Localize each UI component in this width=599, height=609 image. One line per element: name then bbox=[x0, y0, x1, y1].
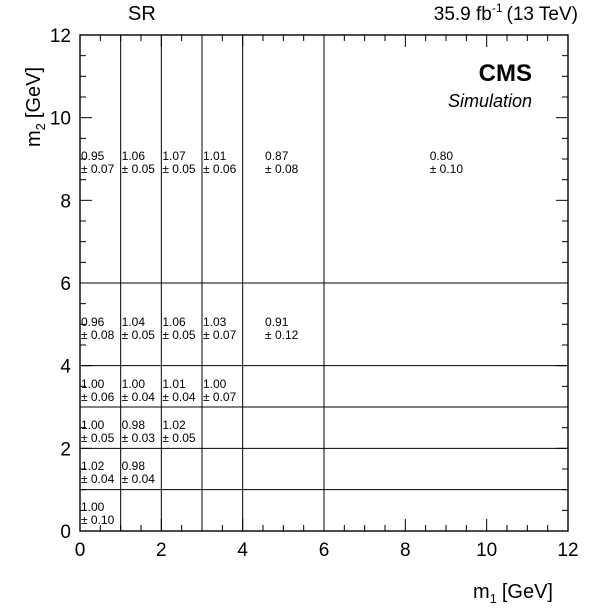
axis-tick-labels: 0 2 4 6 8 10 12 0 2 4 6 8 10 12 bbox=[50, 26, 579, 561]
cell-label: 1.01± 0.06 bbox=[203, 149, 237, 176]
y-tick-label: 4 bbox=[60, 357, 71, 378]
cell-value: 1.01 bbox=[203, 149, 227, 163]
y-tick-label: 12 bbox=[50, 26, 71, 47]
cell-error: ± 0.10 bbox=[81, 513, 115, 527]
cell-label: 0.98± 0.03 bbox=[122, 418, 156, 445]
simulation-label: Simulation bbox=[448, 91, 532, 111]
cell-label: 0.96± 0.08 bbox=[81, 315, 115, 342]
cell-value: 1.00 bbox=[81, 500, 105, 514]
y-tick-label: 0 bbox=[60, 522, 71, 543]
x-axis-title: m1 [GeV] bbox=[473, 581, 553, 606]
x-tick-label: 6 bbox=[319, 540, 330, 561]
cell-label: 1.06± 0.05 bbox=[122, 149, 156, 176]
cell-value: 1.06 bbox=[122, 149, 146, 163]
cell-value: 1.06 bbox=[162, 315, 186, 329]
x-tick-label: 2 bbox=[156, 540, 167, 561]
y-axis-title: m2 [GeV] bbox=[23, 67, 48, 147]
cell-value: 1.02 bbox=[81, 459, 105, 473]
cell-error: ± 0.10 bbox=[430, 162, 464, 176]
cell-labels: 1.00± 0.101.02± 0.040.98± 0.041.00± 0.05… bbox=[81, 149, 463, 527]
x-axis-symbol: m bbox=[473, 581, 490, 603]
cell-value: 1.00 bbox=[81, 418, 105, 432]
cell-error: ± 0.05 bbox=[162, 328, 196, 342]
cell-error: ± 0.04 bbox=[122, 390, 156, 404]
cell-value: 1.02 bbox=[162, 418, 186, 432]
cell-label: 1.00± 0.10 bbox=[81, 500, 115, 527]
y-tick-label: 6 bbox=[60, 274, 71, 295]
x-tick-label: 8 bbox=[400, 540, 411, 561]
cell-value: 1.03 bbox=[203, 315, 227, 329]
cell-label: 0.98± 0.04 bbox=[122, 459, 156, 486]
x-tick-label: 4 bbox=[237, 540, 248, 561]
luminosity-label: 35.9 fb-1 (13 TeV) bbox=[434, 1, 578, 25]
y-tick-label: 2 bbox=[60, 439, 71, 460]
cell-label: 1.06± 0.05 bbox=[162, 315, 196, 342]
cell-value: 1.07 bbox=[162, 149, 186, 163]
cell-error: ± 0.04 bbox=[81, 472, 115, 486]
cell-label: 1.03± 0.07 bbox=[203, 315, 237, 342]
cell-error: ± 0.06 bbox=[81, 390, 115, 404]
bin-boundaries bbox=[80, 35, 568, 531]
x-axis-subscript: 1 bbox=[490, 591, 497, 606]
cell-error: ± 0.05 bbox=[122, 162, 156, 176]
y-axis-subscript: 2 bbox=[33, 123, 48, 130]
cell-label: 0.91± 0.12 bbox=[265, 315, 299, 342]
axis-ticks bbox=[79, 34, 569, 532]
cell-label: 1.07± 0.05 bbox=[162, 149, 196, 176]
cell-value: 0.91 bbox=[265, 315, 289, 329]
cell-label: 1.00± 0.05 bbox=[81, 418, 115, 445]
cell-value: 0.95 bbox=[81, 149, 105, 163]
cell-error: ± 0.06 bbox=[203, 162, 237, 176]
cell-value: 1.00 bbox=[203, 377, 227, 391]
cell-error: ± 0.03 bbox=[122, 431, 156, 445]
cell-error: ± 0.08 bbox=[265, 162, 299, 176]
cell-value: 1.00 bbox=[122, 377, 146, 391]
cell-value: 0.98 bbox=[122, 418, 146, 432]
cell-label: 0.80± 0.10 bbox=[430, 149, 464, 176]
cell-error: ± 0.05 bbox=[81, 431, 115, 445]
cell-error: ± 0.12 bbox=[265, 328, 299, 342]
cell-label: 0.87± 0.08 bbox=[265, 149, 299, 176]
cell-value: 0.80 bbox=[430, 149, 454, 163]
x-tick-label: 12 bbox=[557, 540, 578, 561]
energy-label: (13 TeV) bbox=[507, 4, 578, 25]
x-tick-label: 10 bbox=[476, 540, 497, 561]
lumi-value: 35.9 fb bbox=[434, 4, 492, 25]
cell-value: 0.87 bbox=[265, 149, 289, 163]
lumi-exponent: -1 bbox=[492, 1, 503, 15]
cell-label: 1.00± 0.07 bbox=[203, 377, 237, 404]
cell-label: 1.02± 0.04 bbox=[81, 459, 115, 486]
cell-error: ± 0.05 bbox=[122, 328, 156, 342]
y-tick-label: 8 bbox=[60, 191, 71, 212]
experiment-label: CMS bbox=[479, 60, 532, 87]
cell-error: ± 0.07 bbox=[81, 162, 115, 176]
y-axis-symbol: m bbox=[23, 130, 45, 147]
cell-error: ± 0.07 bbox=[203, 390, 237, 404]
cell-label: 1.04± 0.05 bbox=[122, 315, 156, 342]
cell-label: 1.02± 0.05 bbox=[162, 418, 196, 445]
cell-value: 0.98 bbox=[122, 459, 146, 473]
cell-label: 0.95± 0.07 bbox=[81, 149, 115, 176]
cell-value: 1.00 bbox=[81, 377, 105, 391]
cell-error: ± 0.04 bbox=[122, 472, 156, 486]
x-tick-label: 0 bbox=[75, 540, 86, 561]
region-label: SR bbox=[128, 3, 156, 25]
cell-label: 1.00± 0.06 bbox=[81, 377, 115, 404]
cell-value: 1.01 bbox=[162, 377, 186, 391]
cell-error: ± 0.08 bbox=[81, 328, 115, 342]
cell-error: ± 0.07 bbox=[203, 328, 237, 342]
cell-error: ± 0.04 bbox=[162, 390, 196, 404]
cell-value: 1.04 bbox=[122, 315, 146, 329]
cell-value: 0.96 bbox=[81, 315, 105, 329]
y-tick-label: 10 bbox=[50, 109, 71, 130]
cell-error: ± 0.05 bbox=[162, 162, 196, 176]
cell-label: 1.00± 0.04 bbox=[122, 377, 156, 404]
x-axis-unit: [GeV] bbox=[502, 581, 553, 603]
y-axis-unit: [GeV] bbox=[23, 67, 45, 118]
cell-label: 1.01± 0.04 bbox=[162, 377, 196, 404]
cell-error: ± 0.05 bbox=[162, 431, 196, 445]
